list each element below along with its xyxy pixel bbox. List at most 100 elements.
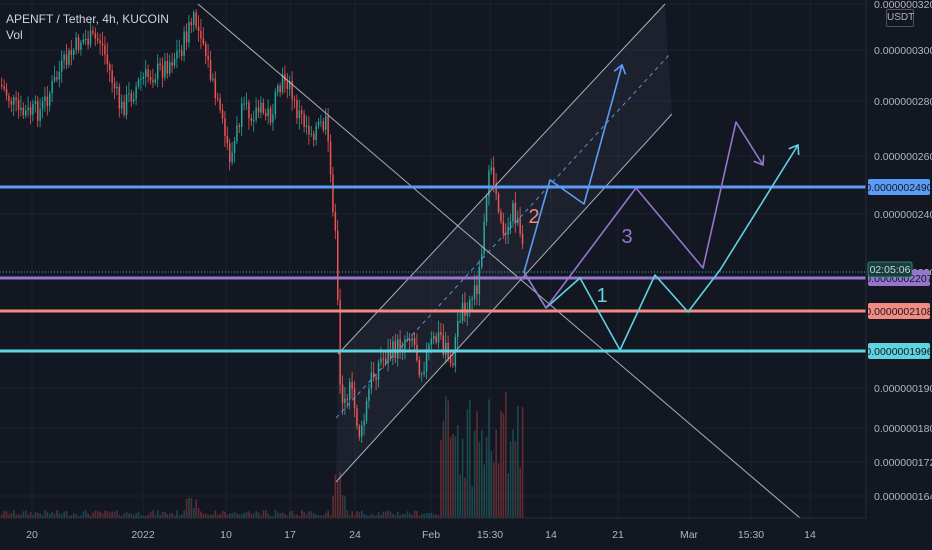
volume-bar [61,514,63,518]
candle-body [361,425,363,437]
volume-bar [29,512,32,518]
volume-bar [421,514,423,518]
volume-bar [423,514,425,518]
candle-body [190,21,193,26]
volume-bar [471,486,473,518]
candle-body [63,54,65,61]
candle-body [121,101,123,109]
candle-body [152,80,154,83]
candle-body [118,86,121,109]
volume-bar [274,510,277,518]
volume-bar [171,512,173,518]
volume-bar [121,515,123,518]
channel-midline[interactable] [335,53,671,419]
volume-label[interactable]: Vol [6,28,23,42]
volume-bar [8,514,10,518]
candle-body [101,43,104,46]
volume-bar [22,511,25,518]
time-axis[interactable]: 20 2022 10 17 24 Feb 15:30 14 21 Mar 15:30 14 [0,517,932,550]
volume-bar [488,399,490,518]
symbol-title[interactable]: APENFT / Tether, 4h, KUCOIN [6,12,169,26]
volume-bar [389,511,392,518]
volume-bar [293,514,296,518]
volume-bar [344,496,346,518]
level-price-badge[interactable] [868,343,930,359]
price-axis[interactable]: 0.0000003200 0.0000003000 0.0000002800 0.00… [865,0,932,550]
candle-body [281,74,284,93]
volume-bar [202,514,205,518]
channel-upper-line[interactable] [337,3,666,355]
candle-body [145,69,147,77]
candle-body [17,99,20,110]
candle-body [301,110,303,114]
volume-bar [133,515,135,518]
candle-body [171,62,173,66]
volume-bar [75,514,77,518]
candle-body [469,300,471,313]
y-tick-label: 0.0000001800 [874,423,932,435]
candle-body [243,103,245,105]
candle-body [111,70,113,84]
candle-body [137,79,140,87]
candle-body [116,86,118,89]
candle-body [195,12,197,27]
candle-body [245,102,248,104]
candle-body [113,83,116,89]
candle-body [274,92,277,115]
scenario-3-path[interactable] [523,121,764,309]
channel-lower-line[interactable] [335,113,673,483]
level-price-badge[interactable] [868,179,930,195]
candle-body [212,78,214,80]
candle-body [61,60,63,72]
candle-body [265,112,267,117]
volume-bar [356,511,358,518]
candle-body [233,141,236,153]
volume-bar [58,513,61,518]
volume-bar [250,513,253,518]
scenario-2-path[interactable] [523,64,623,273]
scenario-1-path[interactable] [523,144,799,351]
level-price-label: 0.0000001996 [865,346,932,358]
x-tick-label: 15:30 [477,529,503,541]
candle-body [37,101,39,121]
candle-body [238,125,241,127]
volume-bar [214,510,217,518]
volume-bar [279,513,281,518]
candle-body [433,336,435,339]
volume-bar [281,512,284,518]
channel-fill [336,4,672,482]
candle-body [315,125,317,140]
candlestick-series [1,9,524,444]
level-price-badge[interactable] [868,303,930,319]
drawing-layer[interactable]: 1 2 3 [0,3,866,519]
volume-bar [17,514,20,518]
x-tick-label: Feb [422,529,440,541]
downtrend-line[interactable] [197,3,801,519]
volume-bar [349,515,351,518]
volume-bar [109,512,111,518]
candle-body [173,58,176,66]
candle-body [409,339,411,341]
y-tick-label: 0.0000002600 [874,151,932,163]
candle-body [49,93,51,107]
candle-body [94,33,97,39]
candle-body [257,107,260,113]
volume-bar [521,407,524,518]
volume-bar [373,515,375,518]
volume-bar [27,514,29,518]
candle-body [65,54,68,65]
candle-body [217,98,219,100]
candle-body [176,51,178,59]
volume-bar [301,510,303,518]
candle-body [308,125,310,135]
volume-bar [68,515,70,518]
volume-bar [466,409,469,518]
volume-bar [190,498,193,518]
candle-body [164,60,166,78]
currency-button[interactable]: USDT [886,9,914,27]
volume-bar [500,410,502,518]
volume-bar [358,512,361,518]
candle-body [507,226,509,235]
candle-body [123,101,125,116]
